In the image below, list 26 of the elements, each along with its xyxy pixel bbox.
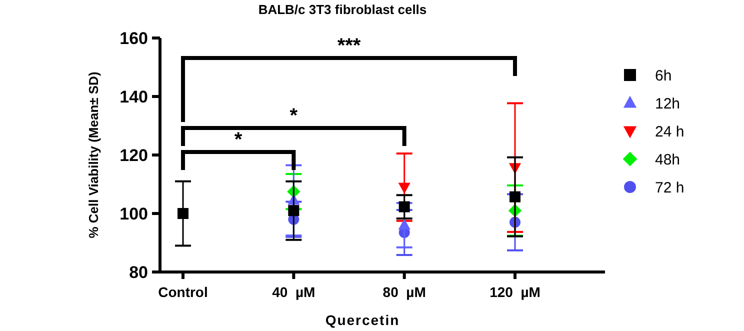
x-axis-title: Quercetin — [325, 312, 400, 328]
annotation: *** — [337, 35, 361, 57]
point — [398, 218, 410, 230]
y-tick-label: 80 — [129, 262, 148, 282]
y-tick-label: 160 — [120, 28, 148, 48]
point — [398, 201, 410, 212]
legend-label: 12h — [655, 95, 680, 112]
chart-title: BALB/c 3T3 fibroblast cells — [258, 2, 427, 17]
x-tick-label: 120 µM — [490, 284, 540, 300]
x-tick-label: 80 µM — [382, 284, 426, 300]
point — [178, 208, 188, 219]
y-tick-label: 140 — [120, 87, 148, 106]
annotation: * — [290, 105, 298, 127]
point — [398, 182, 410, 194]
y-tick-label: 120 — [120, 146, 148, 165]
y-tick-label: 100 — [120, 204, 148, 224]
y-axis-title: % Cell Viability (Mean± SD) — [86, 72, 101, 238]
legend-label: 72 h — [655, 179, 684, 196]
legend-label: 6h — [655, 67, 672, 84]
x-tick-label: 40 µM — [272, 284, 316, 300]
x-tick-label: Control — [158, 284, 208, 300]
point — [288, 205, 300, 216]
legend-label: 48h — [655, 151, 680, 168]
point — [510, 191, 520, 202]
annotation: * — [234, 129, 242, 151]
legend-label: 24 h — [655, 123, 684, 140]
